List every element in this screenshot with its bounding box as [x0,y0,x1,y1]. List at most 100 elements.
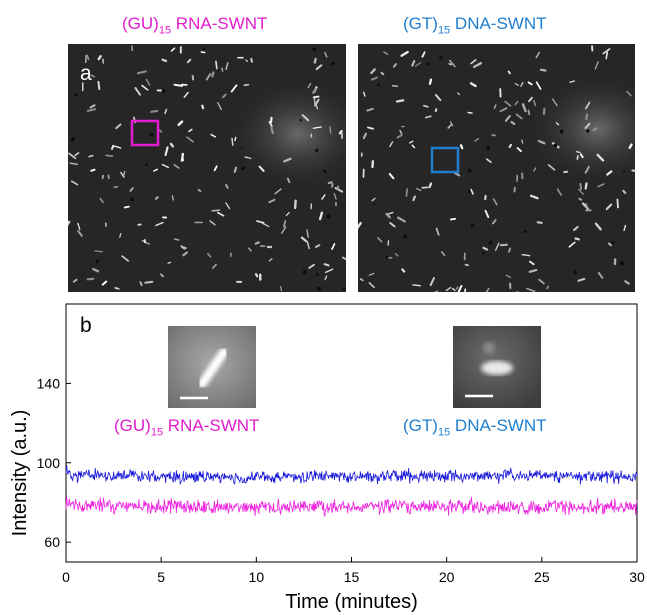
nanotube-speck [485,287,490,292]
nanotube-speck [327,181,333,185]
nanotube-speck [213,165,218,172]
nanotube-speck [225,62,229,70]
nanotube-speck [388,172,395,180]
nanotube-speck [331,243,336,250]
nanotube-speck [217,102,222,110]
nanotube-speck [338,130,343,135]
nanotube-speck [451,287,456,292]
inset-rna-nanotube [168,326,256,408]
nanotube-speck [367,126,374,130]
nanotube-speck [123,170,126,177]
nanotube-speck [248,247,252,252]
nanotube-speck [201,104,205,110]
nanotube-speck [90,168,96,172]
nanotube-speck [68,152,77,160]
dark-speck [611,241,615,244]
nanotube-speck [607,242,612,247]
nanotube-speck [270,126,274,135]
nanotube-speck [362,132,367,140]
nanotube-speck [180,152,185,162]
nanotube-speck [329,126,332,134]
nanotube-speck [401,268,406,273]
dark-speck [486,145,491,150]
nanotube-speck [233,166,238,173]
dark-speck [385,256,389,259]
nanotube-speck [283,157,292,163]
nanotube-speck [370,76,378,81]
nanotube-speck [97,55,102,61]
micrograph-dna-image [358,44,635,292]
dark-speck [488,240,493,245]
nanotube-speck [434,94,442,102]
nanotube-speck [306,240,310,250]
nanotube-speck [268,258,273,262]
nanotube-speck [421,51,426,58]
nanotube-speck [200,51,206,54]
nanotube-speck [225,202,231,210]
nanotube-speck [86,54,90,61]
series-line [65,465,638,485]
nanotube-speck [622,189,627,195]
x-tick-label: 10 [249,569,265,585]
nanotube-speck [101,280,108,286]
nanotube-speck [210,133,216,138]
nanotube-speck [457,285,463,292]
nanotube-speck [495,242,500,251]
nanotube-speck [77,222,81,231]
nanotube-speck [161,163,169,169]
nanotube-speck [386,211,394,215]
nanotube-speck [256,220,265,224]
nanotube-speck [526,287,536,292]
dark-speck [299,118,302,122]
nanotube-speck [105,154,114,158]
nanotube-speck [250,57,253,63]
nanotube-speck [173,164,180,169]
nanotube-speck [274,188,282,195]
nanotube-speck [470,188,474,195]
nanotube-speck [504,115,511,122]
nanotube-speck [514,82,519,86]
nanotube-speck [282,220,287,228]
nanotube-speck [464,263,470,267]
nanotube-speck [453,171,461,177]
dark-speck [425,62,430,66]
dark-speck [470,223,475,228]
nanotube-speck [285,211,290,217]
nanotube-speck [281,226,287,234]
nanotube-speck [428,78,433,85]
nanotube-speck [243,83,250,87]
nanotube-speck [314,244,321,248]
dark-speck [323,169,327,173]
nanotube-speck [99,197,104,204]
nanotube-speck [606,170,613,176]
nanotube-speck [205,73,212,81]
dark-speck [482,251,485,255]
nanotube-speck [145,78,151,86]
nanotube-speck [363,91,366,97]
dark-speck [559,129,564,134]
dark-speck [523,230,527,234]
panel-label-b: b [80,314,92,337]
nanotube-speck [449,121,454,127]
nanotube-speck [597,183,605,188]
nanotube-speck [314,102,319,110]
nanotube-speck [573,225,579,232]
nanotube-speck [521,103,527,113]
nanotube-speck [115,123,122,130]
nanotube-speck [579,153,584,159]
nanotube-speck [159,273,165,278]
nanotube-speck [449,217,456,221]
nanotube-speck [254,273,259,278]
nanotube-speck [405,188,408,197]
dark-speck [619,261,624,266]
nanotube-speck [445,286,452,292]
nanotube-speck [212,263,217,269]
y-tick-label: 140 [37,375,61,391]
dark-speck [342,287,346,290]
nanotube-speck [324,52,328,58]
nanotube-speck [370,68,376,75]
nanotube-speck [121,255,129,262]
nanotube-speck [359,278,364,282]
nanotube-speck [173,83,184,87]
nanotube-speck [323,263,330,267]
